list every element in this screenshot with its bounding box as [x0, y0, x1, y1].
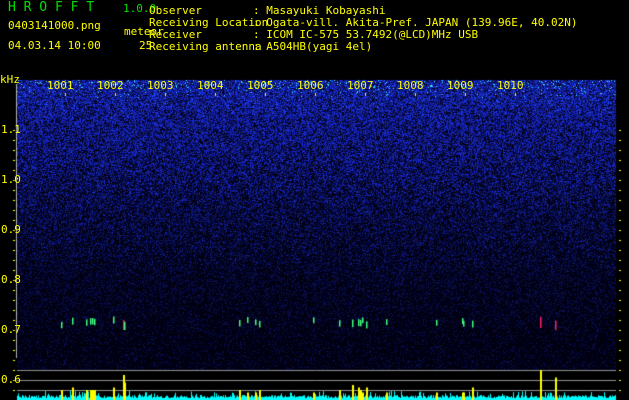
x-tick-label: 1004 — [197, 79, 224, 92]
info-value-receiver: : ICOM IC-575 53.7492(@LCD)MHz USB — [253, 28, 479, 41]
x-tick-label: 1001 — [47, 79, 74, 92]
filename: 0403141000.png — [8, 19, 101, 32]
y-tick-label: 1.1 — [1, 123, 21, 136]
x-tick-label: 1008 — [397, 79, 424, 92]
y-tick-label: 0.6 — [1, 373, 21, 386]
app-version: 1.0.0 — [123, 2, 157, 15]
datetime: 04.03.14 10:00 — [8, 39, 101, 52]
x-tick-label: 1005 — [247, 79, 274, 92]
info-label-location: Receiving Location — [149, 16, 269, 29]
x-tick-label: 1010 — [497, 79, 524, 92]
info-label-receiver: Receiver — [149, 28, 202, 41]
meteor-count: 25 — [139, 39, 153, 52]
y-axis-label: kHz — [0, 73, 20, 86]
meteor-label: meteor — [124, 25, 164, 38]
info-label-observer: Observer — [149, 4, 202, 17]
x-tick-label: 1002 — [97, 79, 124, 92]
y-tick-label: 0.7 — [1, 323, 21, 336]
info-value-observer: : Masayuki Kobayashi — [253, 4, 386, 17]
app-title: H R O F F T — [8, 0, 95, 15]
info-value-antenna: : A504HB(yagi 4el) — [253, 40, 373, 53]
x-tick-label: 1006 — [297, 79, 324, 92]
x-tick-label: 1003 — [147, 79, 174, 92]
info-label-antenna: Receiving antenna — [149, 40, 262, 53]
info-value-location: : Ogata-vill. Akita-Pref. JAPAN (139.96E… — [253, 16, 578, 29]
x-tick-label: 1009 — [447, 79, 474, 92]
x-tick-label: 1007 — [347, 79, 374, 92]
y-tick-label: 1.0 — [1, 173, 21, 186]
y-tick-label: 0.8 — [1, 273, 21, 286]
y-tick-label: 0.9 — [1, 223, 21, 236]
